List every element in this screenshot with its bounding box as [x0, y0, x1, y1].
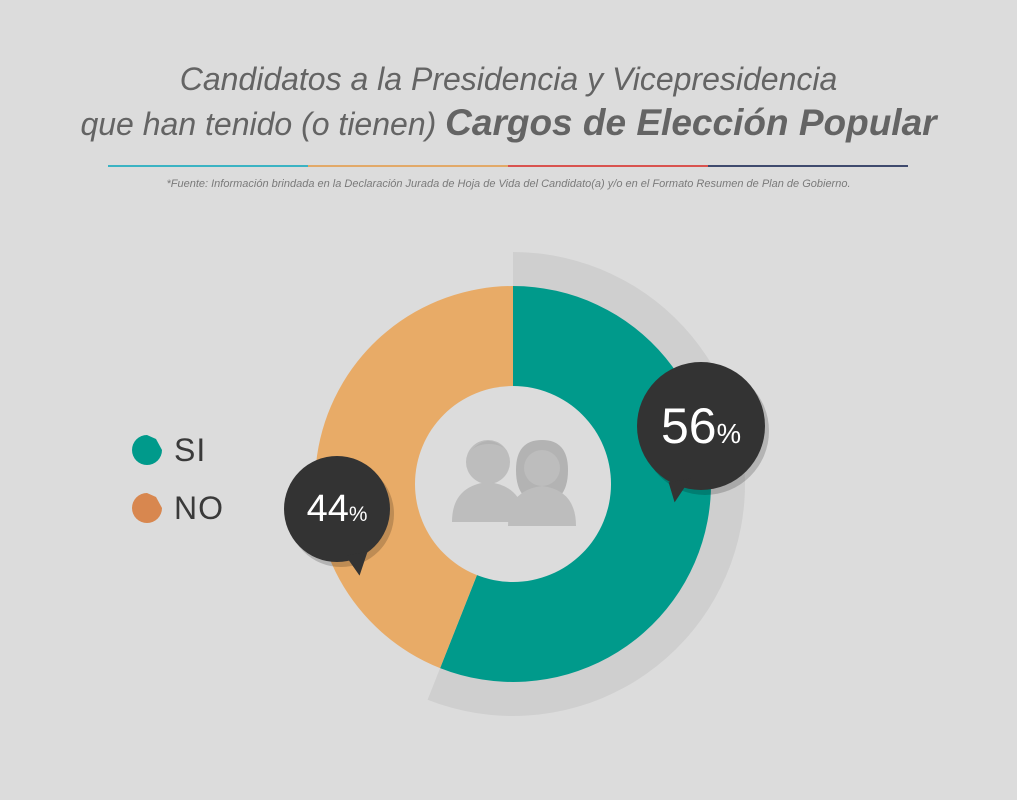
title-line-2-normal: que han tenido (o tienen): [80, 106, 446, 142]
man-head: [466, 440, 510, 484]
woman-head: [524, 450, 560, 486]
legend-label-si: SI: [174, 431, 207, 468]
title-divider: [108, 165, 908, 167]
man-hair: [470, 441, 508, 452]
legend: SI NO: [130, 430, 224, 546]
slice-no: [314, 286, 513, 669]
bubble-si-tail: [668, 478, 691, 503]
man-body: [452, 482, 524, 522]
bubble-no: [284, 456, 394, 576]
divider-segment-2: [308, 165, 508, 167]
legend-item-si: SI: [130, 430, 224, 470]
title-line-1: Candidatos a la Presidencia y Vicepresid…: [179, 61, 838, 97]
legend-label-no: NO: [174, 489, 224, 526]
value-label-no: 44%: [284, 456, 390, 562]
title-line-2: que han tenido (o tienen) Cargos de Elec…: [0, 100, 1017, 147]
bubble-no-tail: [345, 551, 368, 576]
bubble-si: [637, 362, 769, 503]
divider-segment-3: [508, 165, 708, 167]
value-label-si-number: 56: [660, 398, 717, 454]
source-note: *Fuente: Información brindada en la Decl…: [166, 178, 851, 190]
chart-title: Candidatos a la Presidencia y Vicepresid…: [0, 58, 1017, 147]
legend-marker-shape-si: [132, 435, 162, 465]
value-bubbles: [284, 362, 769, 576]
divider-segment-4: [708, 165, 908, 167]
legend-marker-si: [132, 435, 162, 465]
legend-marker-shape-no: [132, 493, 162, 523]
value-label-si: 56%: [637, 362, 765, 490]
chart-slices: [314, 286, 711, 682]
legend-marker-no: [132, 493, 162, 523]
bubble-si-circle: [637, 362, 765, 490]
woman-body: [508, 486, 576, 526]
title-line-2-strong: Cargos de Elección Popular: [445, 102, 937, 143]
legend-item-no: NO: [130, 488, 224, 528]
slice-si: [440, 286, 711, 682]
value-label-si-unit: %: [716, 418, 742, 449]
two-people-icon: [452, 440, 576, 526]
divider-segment-1: [108, 165, 308, 167]
bubble-no-circle: [284, 456, 390, 562]
donut-hole: [415, 386, 611, 582]
value-label-no-unit: %: [348, 503, 368, 526]
value-label-no-number: 44: [306, 488, 349, 530]
